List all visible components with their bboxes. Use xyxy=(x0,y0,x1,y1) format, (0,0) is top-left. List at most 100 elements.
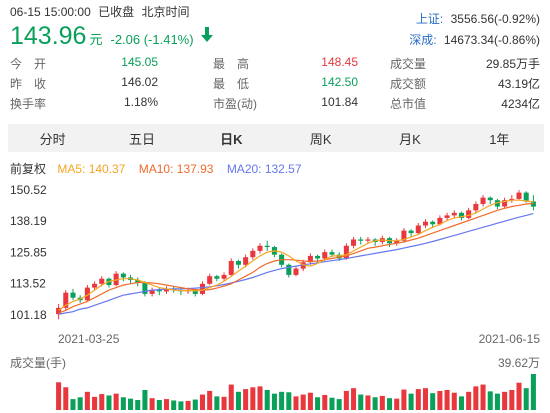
ma20-label: MA20: 132.57 xyxy=(226,162,302,176)
index-shenzhen[interactable]: 深成: 14673.34(-0.86%) xyxy=(409,31,540,48)
volume-bar xyxy=(84,391,90,410)
stat-value: 148.45 xyxy=(321,55,358,69)
volume-bar xyxy=(207,390,213,410)
volume-bar xyxy=(63,387,69,410)
volume-bar xyxy=(329,397,335,410)
tab-monthly-k[interactable]: 月K xyxy=(399,131,421,147)
ma10-line xyxy=(58,202,534,314)
candle-body xyxy=(113,273,119,286)
candle-body xyxy=(494,200,500,207)
candle-body xyxy=(322,252,328,259)
candle-body xyxy=(228,260,234,275)
volume-bar xyxy=(379,395,385,410)
volume-bar xyxy=(430,393,436,410)
volume-bar xyxy=(221,396,227,410)
volume-bar xyxy=(178,401,184,410)
volume-bar xyxy=(502,391,508,410)
stat-label: 今 开 xyxy=(10,57,47,71)
tab-daily-k[interactable]: 日K xyxy=(186,124,276,152)
volume-bar xyxy=(351,388,357,410)
volume-bar xyxy=(422,388,429,410)
candle-body xyxy=(458,212,464,218)
tab-one-year[interactable]: 1年 xyxy=(489,131,510,147)
index-value: 14673.34(-0.86%) xyxy=(443,33,540,47)
volume-bar xyxy=(77,397,83,410)
volume-bar xyxy=(163,399,170,410)
volume-bar xyxy=(494,393,500,410)
current-price: 143.96 xyxy=(10,22,87,50)
stat-value: 29.85万手 xyxy=(485,57,540,71)
candle-body xyxy=(487,197,493,201)
volume-bar xyxy=(315,397,321,410)
candle-body xyxy=(120,273,126,278)
down-arrow-icon xyxy=(200,26,213,47)
stat-value: 142.50 xyxy=(321,75,358,89)
tab-intraday[interactable]: 分时 xyxy=(39,131,66,147)
stat-value: 43.19亿 xyxy=(497,77,540,91)
volume-bar xyxy=(286,392,292,410)
y-tick-label: 113.52 xyxy=(10,277,46,291)
volume-max-label: 39.62万 xyxy=(498,356,540,370)
volume-bar xyxy=(92,396,98,410)
candle-body xyxy=(221,274,227,279)
datetime-text: 06-15 15:00:00 xyxy=(10,5,91,19)
volume-bar xyxy=(466,391,472,410)
stat-label: 最 高 xyxy=(213,57,250,71)
volume-bar xyxy=(480,384,486,410)
candle-body xyxy=(408,230,414,234)
volume-bar xyxy=(128,398,134,410)
y-tick-label: 101.18 xyxy=(10,308,47,322)
candle-body xyxy=(56,307,62,315)
candle-body xyxy=(523,192,529,202)
candle-body xyxy=(243,257,249,265)
ma5-line xyxy=(58,199,534,311)
candle-body xyxy=(99,278,105,284)
stat-value: 145.05 xyxy=(121,55,158,69)
volume-label: 成交量(手) xyxy=(10,355,66,370)
stat-label: 成交量 xyxy=(390,57,427,71)
index-shanghai[interactable]: 上证: 3556.56(-0.92%) xyxy=(416,10,540,27)
candle-body xyxy=(509,198,515,201)
candle-body xyxy=(63,292,69,308)
volume-bar xyxy=(394,398,400,410)
price-currency: 元 xyxy=(89,32,103,47)
volume-bar xyxy=(185,400,191,410)
candle-body xyxy=(358,239,364,241)
volume-bar xyxy=(358,394,364,410)
adjust-mode[interactable]: 前复权 xyxy=(10,162,47,176)
volume-bar xyxy=(336,399,342,410)
candle-body xyxy=(343,245,349,259)
volume-bar xyxy=(473,386,479,410)
volume-bar xyxy=(437,390,443,410)
x-end-date: 2021-06-15 xyxy=(479,332,541,346)
volume-bar xyxy=(257,386,263,410)
period-tabs: 分时 五日 日K 周K 月K 1年 xyxy=(8,124,544,152)
candle-body xyxy=(192,290,198,294)
tab-five-day[interactable]: 五日 xyxy=(128,131,155,147)
candle-body xyxy=(286,264,292,275)
tab-weekly-k[interactable]: 周K xyxy=(309,131,332,147)
y-tick-label: 125.85 xyxy=(10,246,47,260)
volume-bar xyxy=(372,397,378,410)
stat-value: 101.84 xyxy=(321,95,358,109)
x-start-date: 2021-03-25 xyxy=(58,332,120,346)
candle-body xyxy=(430,221,436,225)
volume-bar xyxy=(106,395,112,410)
volume-bar xyxy=(530,374,536,410)
volume-bar xyxy=(120,397,126,410)
candle-body xyxy=(422,221,429,226)
market-status: 已收盘 xyxy=(98,5,135,19)
candle-body xyxy=(466,210,472,218)
index-label: 上证: xyxy=(415,12,444,26)
candle-body xyxy=(401,230,407,241)
candle-body xyxy=(142,282,148,294)
candle-body xyxy=(394,240,400,244)
stat-value: 4234亿 xyxy=(501,97,540,111)
volume-bar xyxy=(408,393,414,410)
volume-bar xyxy=(279,391,285,410)
volume-bar xyxy=(387,398,393,410)
candle-body xyxy=(415,225,421,234)
volume-bar xyxy=(415,389,421,410)
stat-label: 总市值 xyxy=(390,97,427,111)
